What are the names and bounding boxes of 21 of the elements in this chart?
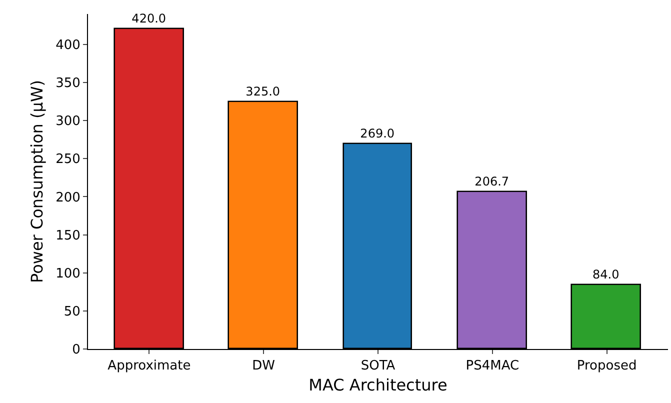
y-axis-title: Power Consumption (μW) [27,80,46,283]
x-tick-label: SOTA [360,358,396,374]
y-tick-label: 0 [72,342,80,358]
y-tick-label: 400 [56,38,80,53]
x-tick-label: DW [252,358,276,374]
x-tick-label: Proposed [576,358,637,374]
x-tick-label: Approximate [108,358,191,374]
y-tick-label: 250 [56,152,80,168]
x-tick-label: PS4MAC [466,358,520,374]
data-label: 420.0 [132,11,166,26]
y-tick-label: 350 [56,76,80,92]
data-label: 269.0 [360,126,395,140]
data-label: 325.0 [246,84,280,98]
x-axis-title: MAC Architecture [308,375,448,394]
y-tick-label: 300 [56,114,80,130]
y-tick-label: 200 [56,190,80,206]
y-tick-label: 50 [64,304,80,320]
y-tick-label: 150 [56,228,80,244]
data-label: 206.7 [474,174,510,188]
data-label: 84.0 [592,267,620,282]
y-tick-label: 100 [56,266,80,282]
